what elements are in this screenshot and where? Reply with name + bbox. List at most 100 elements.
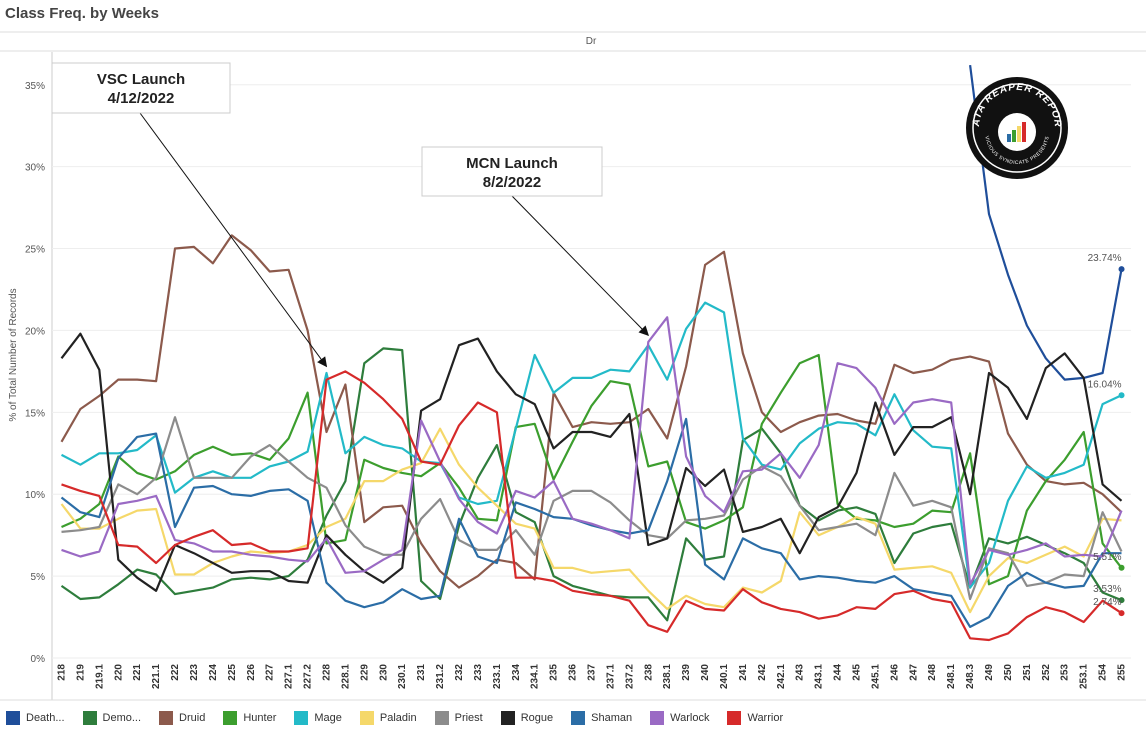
annotation-arrow bbox=[139, 112, 328, 368]
x-tick-label: 228 bbox=[321, 664, 332, 681]
x-tick-label: 226 bbox=[246, 664, 257, 681]
x-tick-label: 230 bbox=[378, 664, 389, 681]
facet-header: Dr bbox=[586, 36, 597, 47]
legend-swatch bbox=[294, 711, 309, 725]
chart-title: Class Freq. by Weeks bbox=[5, 5, 159, 22]
x-tick-label: 220 bbox=[113, 664, 124, 681]
end-labels: 23.74% 3.53% 5.51% 16.04% 2.74% bbox=[1088, 253, 1125, 617]
x-tick-label: 253 bbox=[1060, 664, 1071, 681]
legend-label: Priest bbox=[454, 712, 483, 724]
legend-label: Demo... bbox=[102, 712, 142, 724]
legend-swatch bbox=[159, 711, 174, 725]
legend-item-paladin[interactable]: Paladin bbox=[359, 711, 417, 725]
x-tick-label: 244 bbox=[833, 664, 844, 681]
legend-item-warlock[interactable]: Warlock bbox=[650, 711, 709, 725]
x-tick-label: 240 bbox=[700, 664, 711, 681]
annotation-date: 4/12/2022 bbox=[108, 90, 175, 107]
y-tick-label: 0% bbox=[31, 654, 46, 665]
x-tick-label: 238.1 bbox=[662, 664, 673, 689]
x-tick-label: 233 bbox=[473, 664, 484, 681]
end-label-warrior: 2.74% bbox=[1093, 597, 1121, 608]
x-tick-label: 248 bbox=[927, 664, 938, 681]
x-tick-label: 227.2 bbox=[303, 664, 314, 689]
y-tick-label: 35% bbox=[25, 81, 45, 92]
annotation-box bbox=[421, 146, 603, 197]
legend-label: Death... bbox=[26, 712, 65, 724]
x-tick-label: 251 bbox=[1022, 664, 1033, 681]
x-tick-label: 253.1 bbox=[1079, 664, 1090, 689]
x-tick-label: 237 bbox=[587, 664, 598, 681]
annotation-title: VSC Launch bbox=[97, 71, 185, 88]
series-line-warrior bbox=[61, 370, 1123, 642]
series-line-death bbox=[969, 64, 1123, 381]
legend: Death... Demo... Druid Hunter Mage Paladin Pri… bbox=[6, 708, 801, 728]
legend-item-death[interactable]: Death... bbox=[6, 711, 65, 725]
x-tick-label: 231.2 bbox=[435, 664, 446, 689]
x-tick-label: 218 bbox=[56, 664, 67, 681]
x-tick-label: 248.3 bbox=[965, 664, 976, 689]
legend-label: Paladin bbox=[379, 712, 417, 724]
series-line-hunter bbox=[61, 353, 1123, 586]
x-tick-label: 224 bbox=[208, 664, 219, 681]
y-axis-label: % of Total Number of Records bbox=[8, 288, 19, 421]
legend-swatch bbox=[82, 711, 97, 725]
legend-item-shaman[interactable]: Shaman bbox=[571, 711, 632, 725]
series-line-paladin bbox=[60, 427, 1122, 614]
x-tick-label: 221.1 bbox=[151, 664, 162, 689]
data-reaper-logo: DATA REAPER REPORT VICIOUS SYNDICATE PRE… bbox=[965, 76, 1068, 179]
legend-label: Warlock bbox=[670, 712, 710, 724]
end-point-hunter bbox=[1118, 564, 1125, 571]
x-tick-label: 239 bbox=[681, 664, 692, 681]
annotation-arrow bbox=[511, 195, 649, 337]
x-tick-label: 219 bbox=[75, 664, 86, 681]
x-tick-label: 235 bbox=[549, 664, 560, 681]
legend-label: Hunter bbox=[243, 712, 277, 724]
x-tick-label: 229 bbox=[359, 664, 370, 681]
legend-item-priest[interactable]: Priest bbox=[434, 711, 483, 725]
legend-item-demo[interactable]: Demo... bbox=[82, 711, 142, 725]
annotation-box bbox=[51, 62, 231, 114]
x-tick-label: 232 bbox=[454, 664, 465, 681]
x-tick-label: 245.1 bbox=[870, 664, 881, 689]
end-point-mage bbox=[1118, 392, 1125, 399]
x-tick-label: 237.2 bbox=[624, 664, 635, 689]
series-lines bbox=[60, 64, 1123, 642]
x-tick-label: 242.1 bbox=[776, 664, 787, 689]
legend-item-druid[interactable]: Druid bbox=[159, 711, 205, 725]
x-tick-label: 225 bbox=[227, 664, 238, 681]
legend-label: Rogue bbox=[520, 712, 554, 724]
x-tick-label: 219.1 bbox=[94, 664, 105, 689]
legend-item-mage[interactable]: Mage bbox=[294, 711, 342, 725]
x-tick-label: 243 bbox=[795, 664, 806, 681]
legend-label: Shaman bbox=[591, 712, 633, 724]
x-tick-label: 222 bbox=[170, 664, 181, 681]
x-tick-label: 252 bbox=[1041, 664, 1052, 681]
x-tick-label: 233.1 bbox=[492, 664, 503, 689]
series-line-druid bbox=[60, 234, 1123, 589]
legend-swatch bbox=[727, 711, 742, 725]
x-tick-label: 254 bbox=[1098, 664, 1109, 681]
legend-label: Druid bbox=[179, 712, 206, 724]
y-tick-label: 5% bbox=[31, 572, 46, 583]
x-tick-label: 227.1 bbox=[284, 664, 295, 689]
x-tick-label: 248.1 bbox=[946, 664, 957, 689]
x-tick-label: 234 bbox=[511, 664, 522, 681]
end-point-death bbox=[1118, 266, 1125, 273]
legend-item-rogue[interactable]: Rogue bbox=[500, 711, 554, 725]
annotations: VSC Launch 4/12/2022 MCN Launch 8/2/2022 bbox=[51, 62, 649, 368]
series-line-priest bbox=[61, 416, 1123, 601]
end-label-death: 23.74% bbox=[1088, 253, 1122, 264]
x-tick-label: 228.1 bbox=[340, 664, 351, 689]
x-tick-label: 221 bbox=[132, 664, 143, 681]
legend-label: Warrior bbox=[747, 712, 784, 724]
legend-swatch bbox=[223, 711, 238, 725]
y-tick-label: 10% bbox=[25, 490, 45, 501]
end-label-hunter: 5.51% bbox=[1093, 552, 1121, 563]
legend-item-hunter[interactable]: Hunter bbox=[223, 711, 276, 725]
legend-swatch bbox=[434, 711, 449, 725]
legend-item-warrior[interactable]: Warrior bbox=[727, 711, 783, 725]
x-tick-label: 237.1 bbox=[605, 664, 616, 689]
legend-swatch bbox=[6, 711, 20, 725]
x-tick-label: 234.1 bbox=[530, 664, 541, 689]
x-tick-label: 255 bbox=[1117, 664, 1128, 681]
